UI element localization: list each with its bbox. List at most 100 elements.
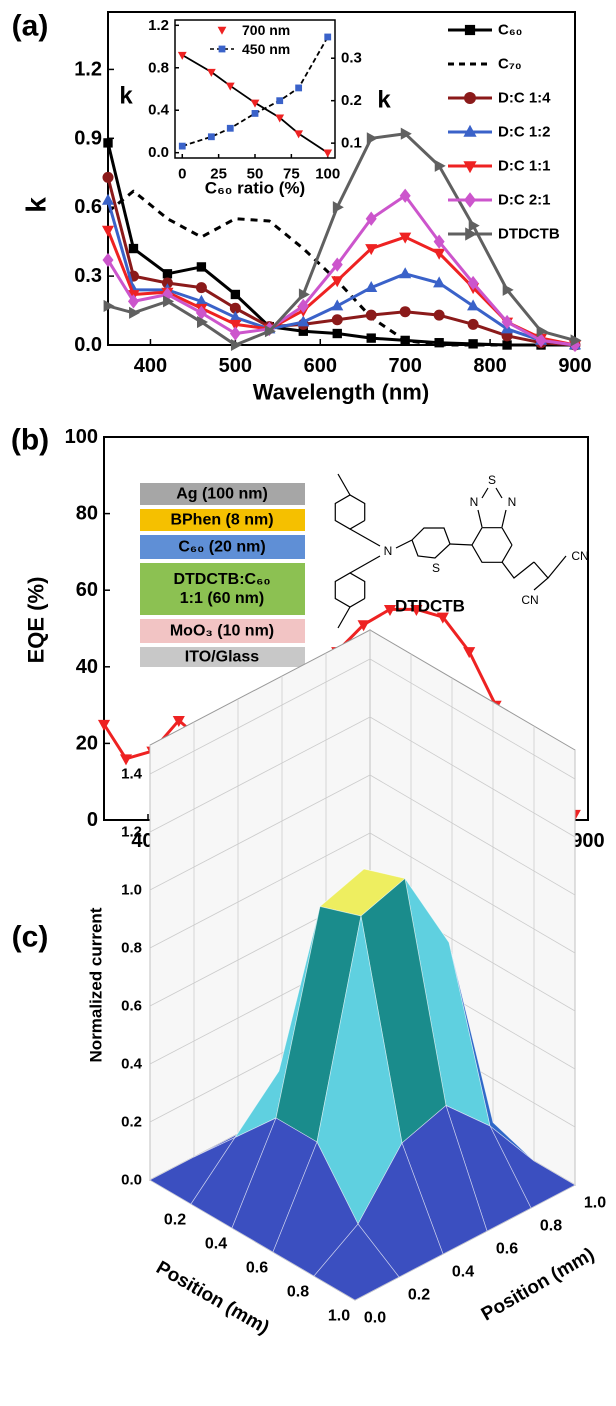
legend-label: D:C 1:2 <box>498 124 551 141</box>
legend-marker <box>464 92 476 104</box>
x-tick-label: 0.4 <box>205 1236 227 1253</box>
data-point <box>163 295 175 308</box>
data-point <box>197 315 208 329</box>
z-axis-label: Normalized current <box>87 907 106 1062</box>
data-point <box>196 262 207 272</box>
data-point <box>195 305 207 320</box>
legend-label: C₇₀ <box>498 56 522 73</box>
layer-label: Ag (100 nm) <box>176 486 268 503</box>
data-point <box>366 132 378 145</box>
y-tick-label: 0.9 <box>74 127 102 149</box>
layer-label: ITO/Glass <box>185 649 260 666</box>
data-point <box>434 159 446 172</box>
y-tick-label: 1.2 <box>74 58 102 80</box>
data-point <box>127 294 139 309</box>
data-point <box>195 294 208 306</box>
data-point <box>332 328 342 339</box>
data-point <box>366 333 376 343</box>
data-point <box>331 276 344 288</box>
data-point <box>294 130 304 139</box>
z-tick-label: 1.4 <box>121 766 143 783</box>
data-point <box>331 257 343 272</box>
legend-marker <box>465 227 478 241</box>
layer-label: 1:1 (60 nm) <box>180 590 264 607</box>
inset-y-label: k <box>119 83 133 110</box>
data-point <box>162 269 173 279</box>
z-tick-label: 0.8 <box>121 940 142 957</box>
data-point <box>298 288 310 301</box>
bond <box>547 555 567 579</box>
y-tick-label: 0 <box>87 809 98 831</box>
bond <box>337 606 351 629</box>
legend-marker <box>464 24 476 36</box>
y-tick-label: 0.3 <box>74 265 102 287</box>
z-tick-label: 0.6 <box>121 998 142 1015</box>
data-point <box>332 201 344 214</box>
data-point <box>230 338 242 352</box>
data-point <box>501 314 513 330</box>
legend-label: DTDCTB <box>498 226 560 243</box>
legend-marker <box>463 161 477 174</box>
data-point <box>535 333 547 348</box>
atom-label: CN <box>521 593 538 607</box>
data-point <box>569 337 581 353</box>
data-point <box>295 84 303 92</box>
data-point <box>225 82 235 91</box>
y-tick-label: 0.0 <box>148 144 169 161</box>
panel-label: (a) <box>12 10 49 43</box>
z-tick-label: 1.0 <box>121 882 142 899</box>
z-tick-label: 0.2 <box>121 1114 142 1131</box>
bond <box>477 509 483 528</box>
data-point <box>250 99 260 108</box>
atom-label: S <box>488 473 496 487</box>
y2-tick-label: 0.3 <box>341 50 362 67</box>
data-point <box>177 51 187 60</box>
data-point <box>399 267 412 279</box>
grid-line <box>149 716 371 833</box>
y-tick-label: 0.8 <box>148 59 169 76</box>
grid-line <box>369 774 576 896</box>
plot-frame <box>174 19 336 159</box>
bond <box>337 473 351 496</box>
data-point <box>323 149 333 158</box>
data-point <box>297 298 309 314</box>
data-point <box>468 219 480 232</box>
y-tick-label: 0.6 <box>74 196 102 218</box>
data-point <box>399 188 411 203</box>
data-point <box>101 193 115 205</box>
data-point <box>276 97 284 105</box>
data-point <box>399 232 412 244</box>
x-tick-label: 1.0 <box>328 1308 350 1325</box>
data-point <box>365 280 378 292</box>
layer <box>140 535 305 559</box>
legend-marker <box>464 192 476 208</box>
data-point <box>357 620 370 632</box>
z-tick-label: 0.4 <box>121 1056 143 1073</box>
y-tick-label: 1.2 <box>148 17 169 34</box>
data-point <box>207 133 215 141</box>
bond <box>501 509 507 528</box>
y-tick-label: 0.6 <box>496 1241 518 1258</box>
data-point <box>467 318 479 330</box>
data-point <box>297 315 310 327</box>
y-tick-label: 60 <box>76 579 98 601</box>
x-tick-label: 0.2 <box>164 1212 186 1229</box>
data-point <box>467 275 479 291</box>
layer-label: C₆₀ (20 nm) <box>178 539 265 556</box>
data-point <box>399 306 411 318</box>
y2-tick-label: 0.1 <box>341 135 362 152</box>
legend-label: 700 nm <box>242 22 290 38</box>
y-tick-label: 20 <box>76 732 98 754</box>
surface-patch <box>313 1223 400 1301</box>
x-tick-label: 900 <box>571 830 604 852</box>
y-axis-label: EQE (%) <box>24 577 49 664</box>
molecule-name: DTDCTB <box>395 597 465 616</box>
data-point <box>97 719 111 731</box>
y-tick-label: 0.4 <box>148 102 170 119</box>
x-tick-label: 800 <box>473 355 506 377</box>
x-tick-label: 100 <box>315 165 340 182</box>
grid-line <box>369 832 576 954</box>
data-point <box>102 252 114 268</box>
data-point <box>275 114 285 123</box>
